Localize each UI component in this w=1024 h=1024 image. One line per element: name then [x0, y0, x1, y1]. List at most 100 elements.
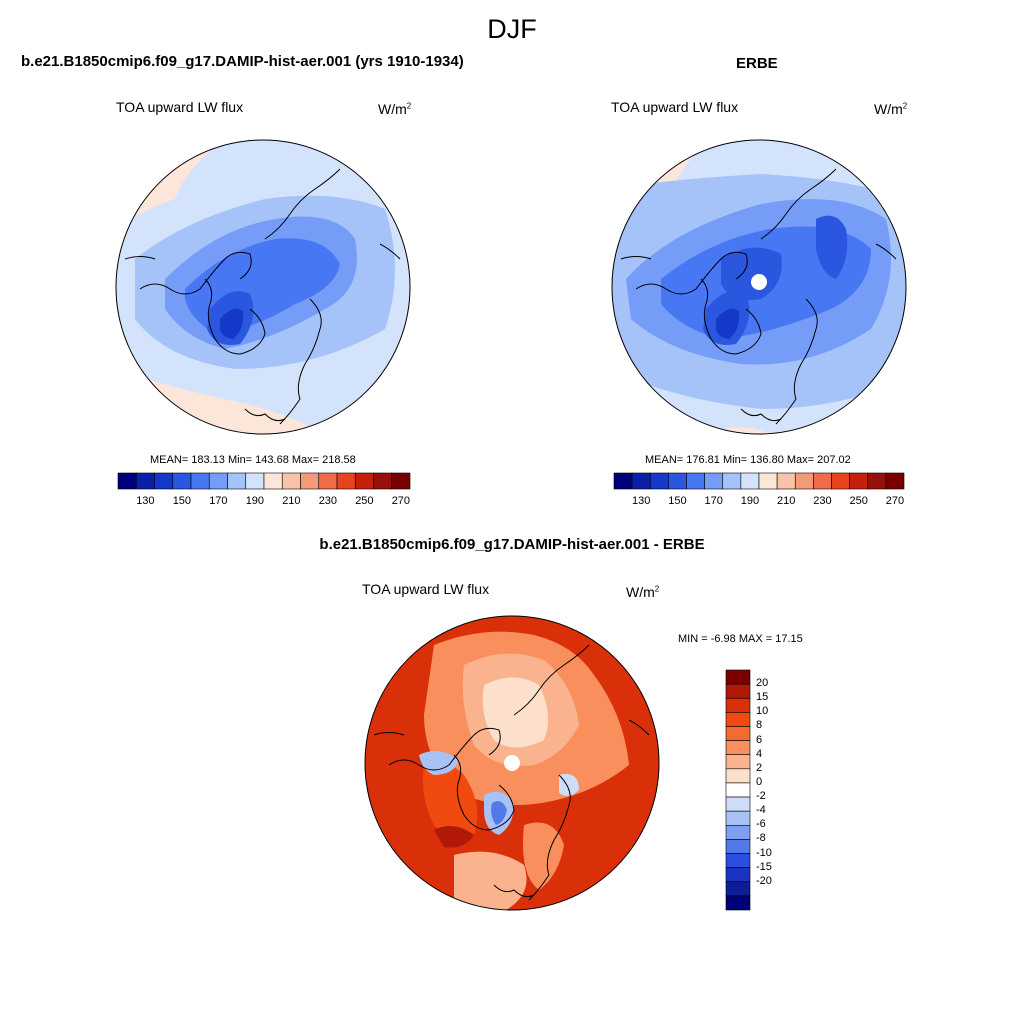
colorbar-tick-label: 150	[172, 495, 192, 507]
colorbar-tick-label: 10	[756, 705, 769, 718]
polar-map-model	[115, 139, 411, 435]
colorbar-tick-label: -15	[756, 860, 772, 873]
colorbar-swatch	[725, 796, 751, 812]
colorbar-tick-label: 15	[756, 691, 769, 704]
colorbar-tick-label: 210	[282, 495, 301, 507]
colorbar-tick-label: 150	[668, 495, 687, 507]
colorbar-swatch	[725, 839, 751, 854]
units-label-model: W/m2	[378, 101, 412, 117]
missing-data-pole	[751, 274, 767, 290]
colorbar-tick-label: 130	[632, 495, 651, 507]
colorbar-swatch	[300, 472, 320, 490]
colorbar-swatch	[245, 472, 265, 490]
units-label-obs: W/m2	[874, 101, 908, 117]
colorbar-swatch	[354, 472, 374, 490]
colorbar-swatch	[135, 472, 155, 490]
colorbar-swatch	[849, 472, 869, 490]
colorbar-swatch	[758, 472, 778, 490]
colorbar-swatch	[117, 472, 137, 490]
colorbar-tick-label: 8	[756, 719, 763, 732]
colorbar-swatch	[725, 867, 751, 883]
colorbar-swatch	[885, 472, 905, 490]
colorbar-tick-label: -8	[756, 832, 766, 845]
stats-diff: MIN = -6.98 MAX = 17.15	[678, 633, 803, 645]
page-title: DJF	[487, 14, 537, 44]
polar-map-diff	[364, 615, 660, 911]
colorbar-tick-label: 190	[740, 495, 760, 507]
colorbar-swatch	[725, 754, 751, 770]
colorbar-tick-label: 210	[777, 495, 796, 507]
colorbar-swatch	[813, 472, 832, 490]
colorbar-swatch	[281, 472, 301, 490]
colorbar-tick-label: 170	[209, 495, 228, 507]
colorbar-tick-label: -4	[756, 804, 766, 817]
colorbar-tick-label: 170	[704, 495, 723, 507]
colorbar-tick-label: 270	[391, 495, 411, 507]
variable-label-obs: TOA upward LW flux	[611, 99, 739, 115]
colorbar-swatch	[725, 712, 751, 727]
variable-label-diff: TOA upward LW flux	[362, 581, 490, 597]
colorbar-swatch	[190, 472, 210, 490]
colorbar-swatch	[867, 472, 887, 490]
colorbar-tick-label: -10	[756, 846, 772, 859]
colorbar-tick-label: 6	[756, 733, 763, 746]
colorbar-swatch	[725, 683, 751, 699]
colorbar-tick-label: 190	[245, 495, 265, 507]
colorbar-swatch	[631, 472, 651, 490]
polar-map-obs	[611, 139, 907, 435]
colorbar-tick-label: -6	[756, 818, 766, 831]
colorbar-obs	[613, 472, 905, 490]
colorbar-swatch	[725, 782, 751, 798]
colorbar-swatch	[722, 472, 742, 490]
colorbar-tick-label: 230	[813, 495, 832, 507]
colorbar-swatch	[725, 740, 751, 756]
colorbar-swatch	[373, 472, 393, 490]
colorbar-swatch	[725, 810, 751, 826]
panel-title-obs: ERBE	[736, 55, 778, 72]
stats-model: MEAN= 183.13 Min= 143.68 Max= 218.58	[150, 454, 356, 466]
colorbar-swatch	[725, 697, 751, 713]
colorbar-swatch	[725, 881, 751, 897]
colorbar-tick-label: 0	[756, 775, 763, 788]
colorbar-tick-label: 270	[885, 495, 905, 507]
colorbar-swatch	[336, 472, 356, 490]
colorbar-swatch	[725, 824, 751, 840]
colorbar-swatch	[318, 472, 338, 490]
colorbar-swatch	[668, 472, 687, 490]
colorbar-tick-label: -2	[756, 790, 766, 803]
colorbar-swatch	[725, 726, 751, 741]
colorbar-swatch	[725, 895, 751, 911]
colorbar-swatch	[725, 669, 751, 685]
colorbar-swatch	[172, 472, 192, 490]
colorbar-tick-label: 4	[756, 747, 763, 760]
panel-title-diff: b.e21.B1850cmip6.f09_g17.DAMIP-hist-aer.…	[319, 536, 705, 553]
colorbar-swatch	[208, 472, 228, 490]
colorbar-swatch	[740, 472, 760, 490]
colorbar-tick-label: 2	[756, 761, 763, 774]
colorbar-swatch	[263, 472, 283, 490]
colorbar-tick-label: 250	[849, 495, 868, 507]
colorbar-diff	[725, 669, 751, 911]
colorbar-swatch	[725, 768, 751, 784]
variable-label-model: TOA upward LW flux	[116, 99, 244, 115]
colorbar-swatch	[649, 472, 669, 490]
colorbar-swatch	[391, 472, 411, 490]
colorbar-swatch	[831, 472, 850, 490]
colorbar-swatch	[704, 472, 724, 490]
panel-title-model: b.e21.B1850cmip6.f09_g17.DAMIP-hist-aer.…	[21, 53, 464, 70]
colorbar-swatch	[227, 472, 247, 490]
units-label-diff: W/m2	[626, 584, 660, 600]
colorbar-swatch	[725, 853, 751, 868]
colorbar-swatch	[776, 472, 796, 490]
colorbar-tick-label: 250	[355, 495, 374, 507]
stats-obs: MEAN= 176.81 Min= 136.80 Max= 207.02	[645, 454, 851, 466]
colorbar-model	[117, 472, 411, 490]
colorbar-swatch	[794, 472, 814, 490]
colorbar-swatch	[154, 472, 174, 490]
colorbar-swatch	[686, 472, 705, 490]
colorbar-tick-label: -20	[756, 874, 772, 887]
colorbar-tick-label: 20	[756, 677, 769, 690]
colorbar-tick-label: 130	[136, 495, 155, 507]
missing-data-pole	[504, 755, 520, 771]
colorbar-swatch	[613, 472, 633, 490]
